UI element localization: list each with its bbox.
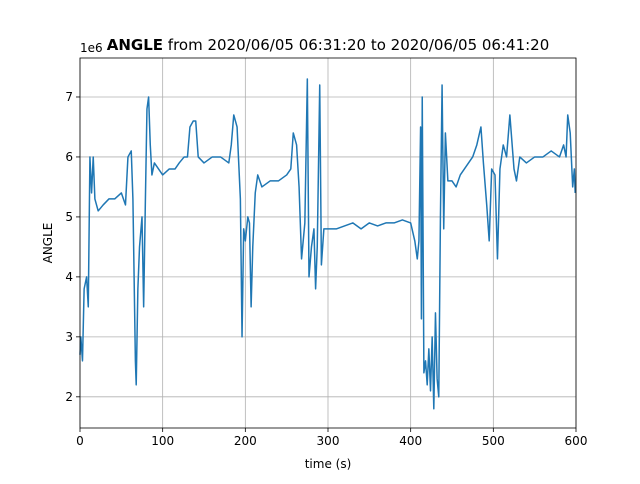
y-tick-label: 7 bbox=[65, 90, 73, 104]
data-line bbox=[79, 78, 576, 410]
plot-frame bbox=[79, 57, 577, 429]
x-axis-label: time (s) bbox=[305, 457, 352, 471]
x-tick-label: 100 bbox=[151, 434, 174, 448]
y-tick-label: 3 bbox=[65, 330, 73, 344]
chart-title: ANGLE from 2020/06/05 06:31:20 to 2020/0… bbox=[107, 36, 550, 54]
y-axis-label: ANGLE bbox=[41, 223, 55, 264]
x-tick-label: 0 bbox=[76, 434, 84, 448]
title-rest: from 2020/06/05 06:31:20 to 2020/06/05 0… bbox=[168, 36, 549, 54]
x-tick-label: 200 bbox=[234, 434, 257, 448]
x-tick-label: 600 bbox=[565, 434, 588, 448]
y-tick-label: 5 bbox=[65, 210, 73, 224]
y-tick-label: 4 bbox=[65, 270, 73, 284]
y-offset: 1e6 bbox=[80, 41, 103, 55]
x-tick-label: 300 bbox=[317, 434, 340, 448]
title-name: ANGLE bbox=[107, 36, 163, 54]
x-tick-label: 400 bbox=[399, 434, 422, 448]
x-tick-label: 500 bbox=[482, 434, 505, 448]
y-tick-label: 6 bbox=[65, 150, 73, 164]
y-tick-label: 2 bbox=[65, 390, 73, 404]
